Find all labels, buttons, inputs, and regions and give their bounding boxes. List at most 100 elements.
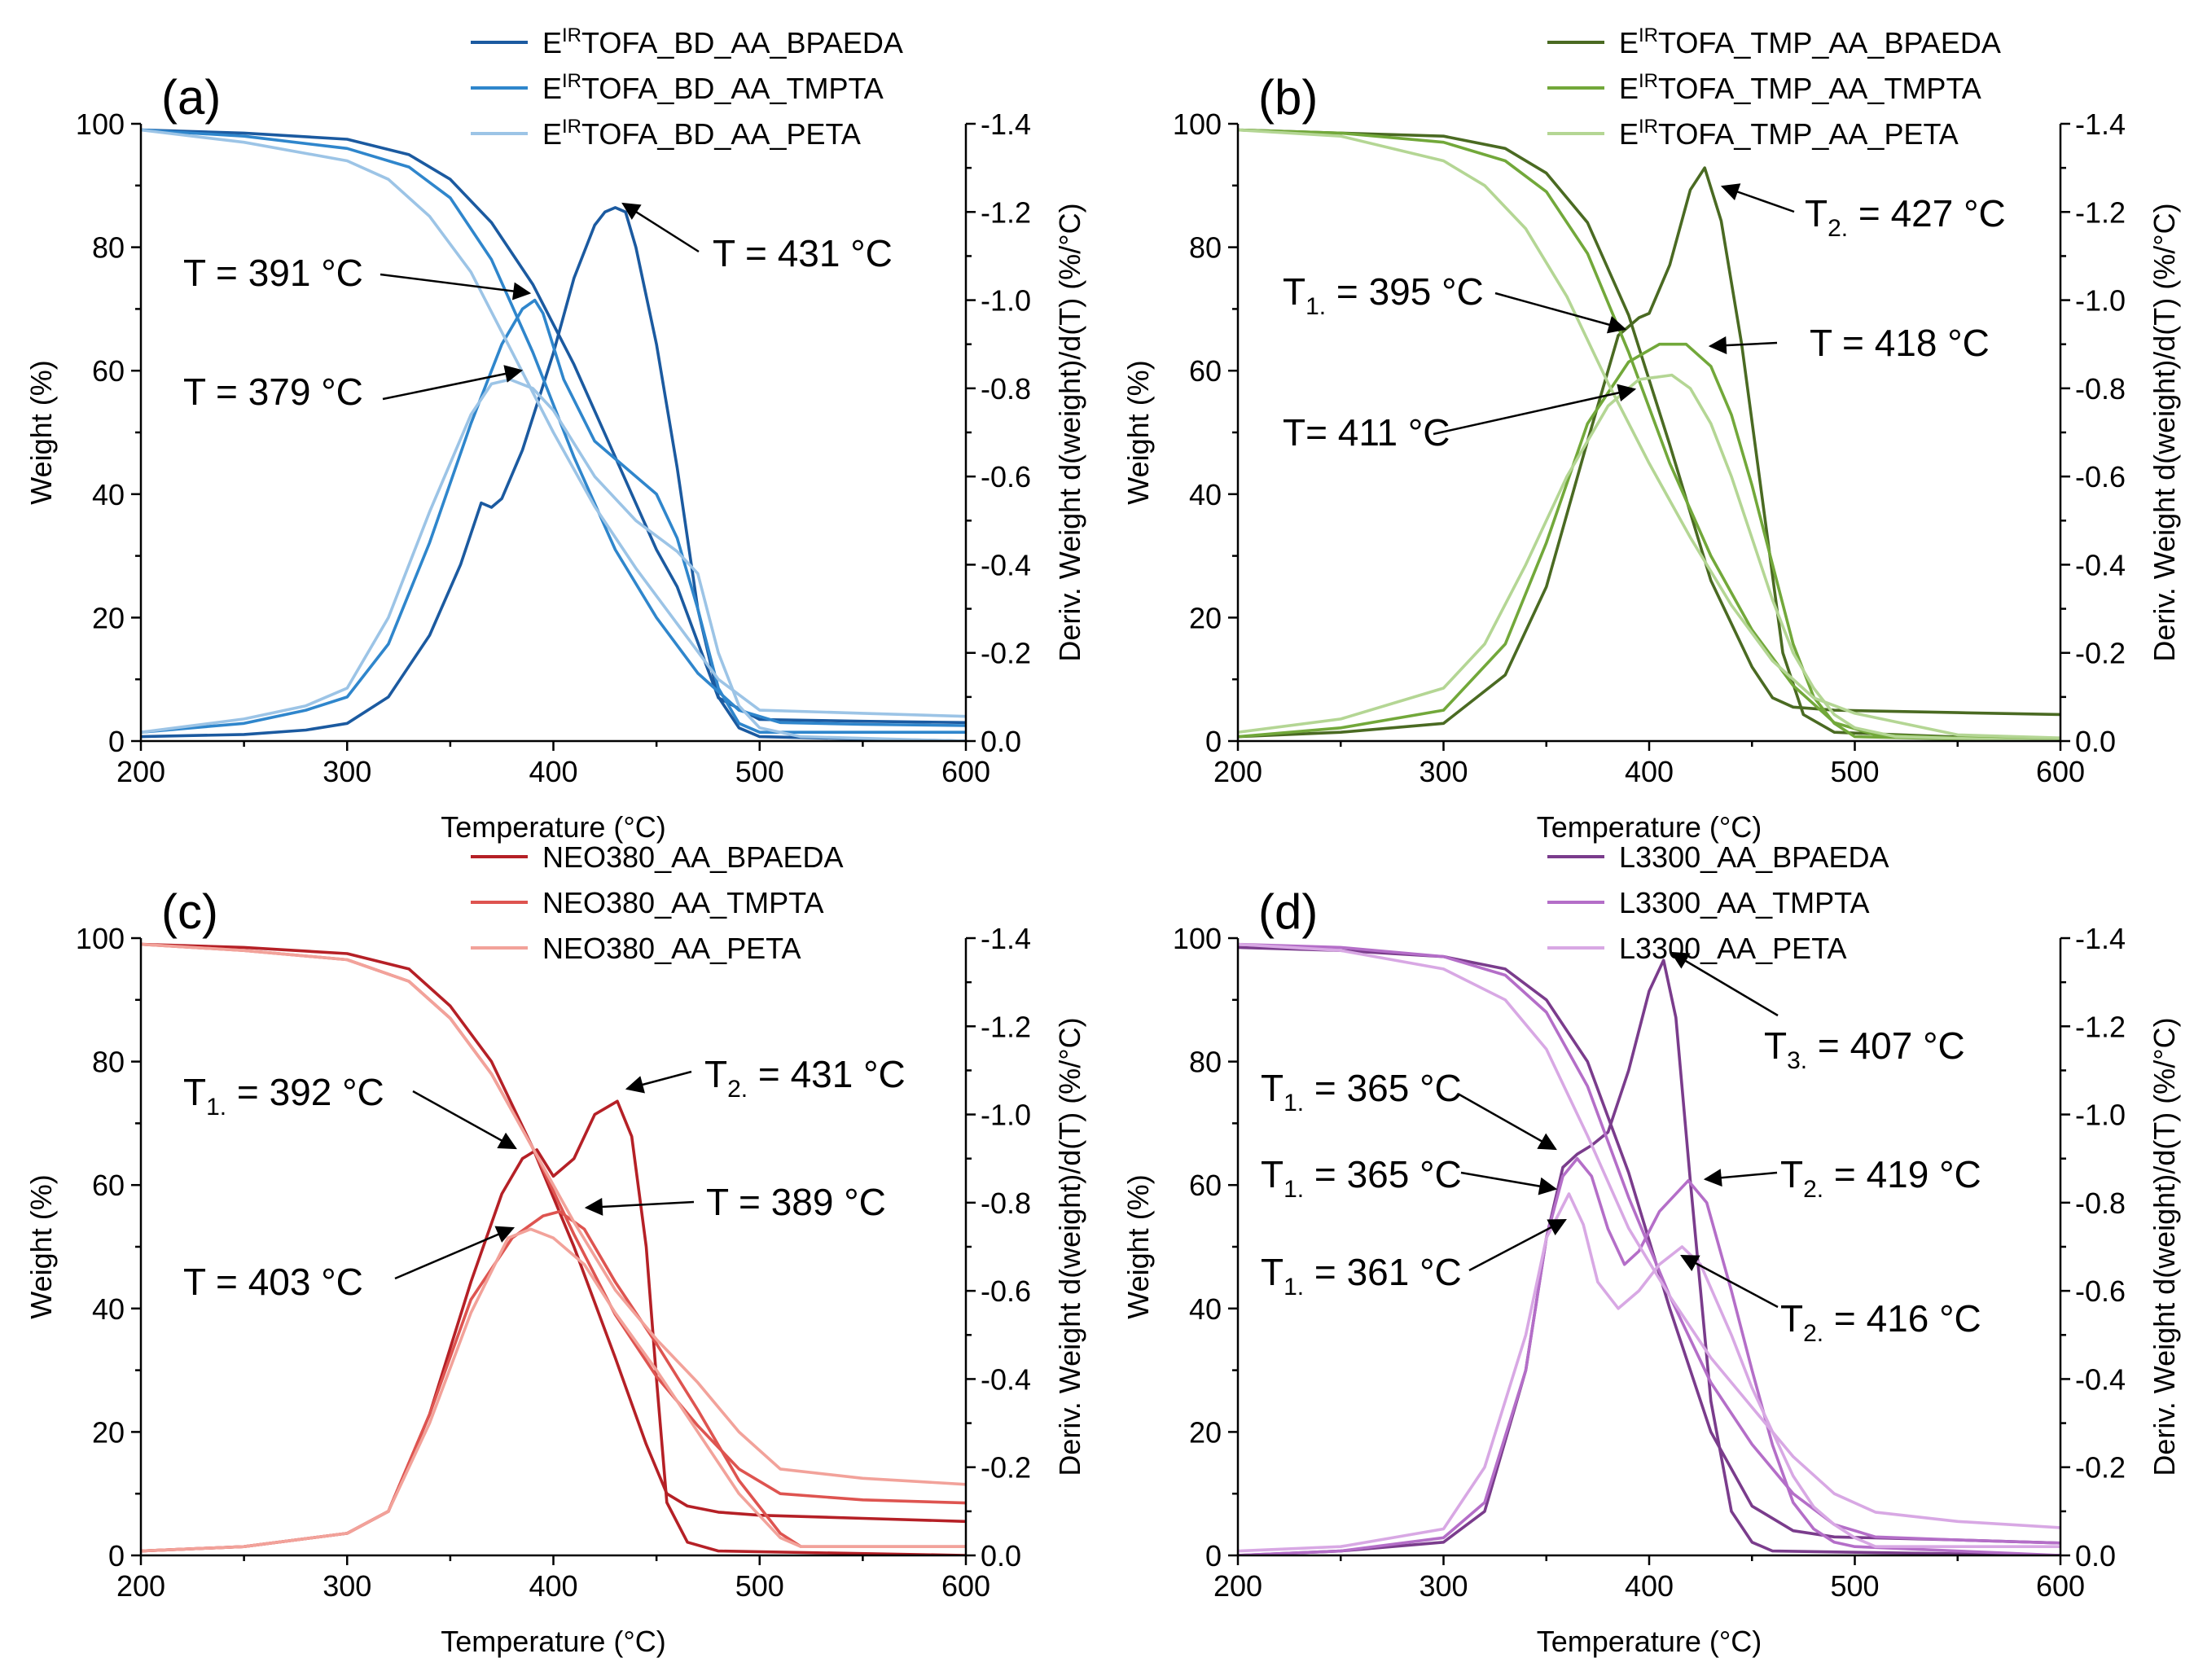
annotation-arrow: [1494, 292, 1627, 334]
y-tick-label: 80: [92, 231, 125, 265]
y-axis-title: Weight (%): [1121, 360, 1155, 504]
y2-tick-label: -0.4: [2075, 1362, 2126, 1396]
y-tick-label: 20: [1189, 1415, 1222, 1449]
legend-superscript: IR: [562, 70, 581, 92]
y-tick-label: 0: [108, 1539, 125, 1573]
annotation-label: T1. = 395 °C: [1283, 270, 1484, 320]
annotation-arrow: [621, 202, 700, 253]
x-tick-label: 600: [941, 1569, 990, 1603]
annotation-subscript: 2.: [1803, 1176, 1823, 1203]
annotation-label: T= 411 °C: [1283, 411, 1450, 454]
y2-tick-label: -1.2: [2075, 195, 2126, 229]
annotation-label: T = 389 °C: [706, 1181, 886, 1223]
y-tick-label: 20: [92, 1415, 125, 1449]
legend-text-main: E: [1619, 72, 1639, 105]
series-line-neo380-aa-bpaeda: [141, 942, 966, 1524]
y-tick-label: 40: [1189, 1292, 1222, 1326]
x-tick-label: 300: [1419, 755, 1468, 788]
annotation-arrow: [1433, 384, 1637, 436]
legend-text-rest: TOFA_TMP_AA_TMPTA: [1658, 72, 1981, 105]
annotation-text: T = 431 °C: [713, 232, 893, 274]
y-tick-label: 80: [92, 1046, 125, 1079]
y2-tick-label: 0.0: [2075, 725, 2116, 758]
y-tick-label: 0: [1205, 725, 1222, 758]
series-line-l3300-aa-tmpta-deriv: [1238, 1156, 2060, 1555]
series-line-eirtofa-bd-aa-tmpta-deriv: [141, 298, 966, 735]
series-line-l3300-aa-peta-deriv: [1238, 1192, 2060, 1553]
y-tick-label: 100: [1173, 922, 1222, 955]
y2-tick-label: -0.8: [981, 372, 1031, 406]
legend-entry: L3300_AA_BPAEDA: [1619, 840, 1889, 874]
x-axis-title: Temperature (°C): [441, 1625, 665, 1658]
annotation-arrow: [1460, 1171, 1558, 1195]
y2-axis-title: Deriv. Weight d(weight)/d(T) (%/°C): [2148, 203, 2181, 661]
annotation-arrow: [1703, 1169, 1778, 1187]
y2-tick-label: -1.0: [2075, 1099, 2126, 1132]
legend-entry: NEO380_AA_PETA: [542, 932, 801, 965]
annotation-text: T: [1780, 1297, 1803, 1340]
panel-label: (a): [161, 70, 221, 125]
y2-tick-label: -0.4: [981, 548, 1031, 581]
annotation-subscript: 1.: [1283, 1176, 1304, 1203]
annotation-arrow: [625, 1070, 692, 1094]
annotation-text-rest: = 431 °C: [748, 1053, 906, 1095]
y-tick-label: 80: [1189, 1046, 1222, 1079]
annotation-label: T2. = 416 °C: [1780, 1297, 1981, 1347]
y-tick-label: 100: [1173, 107, 1222, 141]
y2-tick-label: -1.4: [2075, 922, 2126, 955]
annotation-subscript: 1.: [206, 1094, 226, 1121]
panel-label: (d): [1258, 884, 1318, 939]
y2-tick-label: 0.0: [981, 1539, 1021, 1573]
x-tick-label: 500: [1830, 755, 1879, 788]
y-tick-label: 60: [92, 354, 125, 388]
annotation-arrow: [380, 273, 532, 300]
series-line-eirtofa-tmp-aa-tmpta-deriv: [1238, 342, 2060, 741]
annotation-label: T1. = 365 °C: [1261, 1153, 1462, 1203]
y2-axis-title: Deriv. Weight d(weight)/d(T) (%/°C): [1053, 203, 1086, 661]
x-tick-label: 600: [2036, 755, 2085, 788]
series-group: [1238, 942, 2060, 1555]
annotation-label: T = 418 °C: [1810, 322, 1990, 364]
annotation-text: T: [1764, 1024, 1787, 1067]
annotation-arrow: [1468, 1218, 1567, 1272]
legend-text-rest: TOFA_TMP_AA_BPAEDA: [1658, 26, 2001, 59]
legend-entry: EIRTOFA_BD_AA_TMPTA: [542, 70, 884, 105]
y2-tick-label: -1.2: [981, 1010, 1031, 1043]
annotation-text-rest: = 419 °C: [1823, 1153, 1981, 1195]
legend-superscript: IR: [562, 24, 581, 46]
annotation-text: T: [704, 1053, 727, 1095]
annotation-subscript: 2.: [1803, 1320, 1823, 1347]
x-tick-label: 200: [116, 755, 165, 788]
y2-tick-label: -0.4: [981, 1362, 1031, 1396]
series-line-l3300-aa-bpaeda-deriv: [1238, 958, 2060, 1555]
series-line-neo380-aa-peta-deriv: [141, 1227, 966, 1553]
annotation-text-rest: = 365 °C: [1304, 1153, 1462, 1195]
annotation-text: T = 389 °C: [706, 1181, 886, 1223]
y2-tick-label: -1.0: [981, 1099, 1031, 1132]
legend-superscript: IR: [562, 116, 581, 138]
x-tick-label: 600: [941, 755, 990, 788]
annotation-text: T= 411 °C: [1283, 411, 1450, 454]
legend-entry: NEO380_AA_TMPTA: [542, 886, 823, 919]
x-tick-label: 600: [2036, 1569, 2085, 1603]
x-axis-title: Temperature (°C): [1537, 1625, 1762, 1658]
y-axis-title: Weight (%): [1121, 1174, 1155, 1318]
annotation-text: T = 379 °C: [183, 371, 363, 413]
y-tick-label: 0: [108, 725, 125, 758]
legend-entry: EIRTOFA_TMP_AA_TMPTA: [1619, 70, 1981, 105]
y2-tick-label: -0.6: [2075, 1274, 2126, 1308]
series-line-eirtofa-bd-aa-peta-deriv: [141, 378, 966, 741]
legend-text-main: E: [542, 26, 562, 59]
series-line-neo380-aa-bpaeda-deriv: [141, 1099, 966, 1555]
annotation-label: T = 403 °C: [183, 1261, 363, 1303]
legend-text-rest: TOFA_BD_AA_PETA: [581, 117, 861, 151]
x-tick-label: 300: [323, 755, 371, 788]
y2-tick-label: -1.4: [981, 107, 1031, 141]
legend-text-main: L3300_AA_TMPTA: [1619, 886, 1870, 919]
y2-tick-label: -1.4: [2075, 107, 2126, 141]
annotation-subscript: 3.: [1787, 1047, 1807, 1074]
y2-axis-title: Deriv. Weight d(weight)/d(T) (%/°C): [1053, 1017, 1086, 1476]
x-tick-label: 400: [1625, 755, 1674, 788]
legend-text-rest: TOFA_BD_AA_TMPTA: [581, 72, 884, 105]
